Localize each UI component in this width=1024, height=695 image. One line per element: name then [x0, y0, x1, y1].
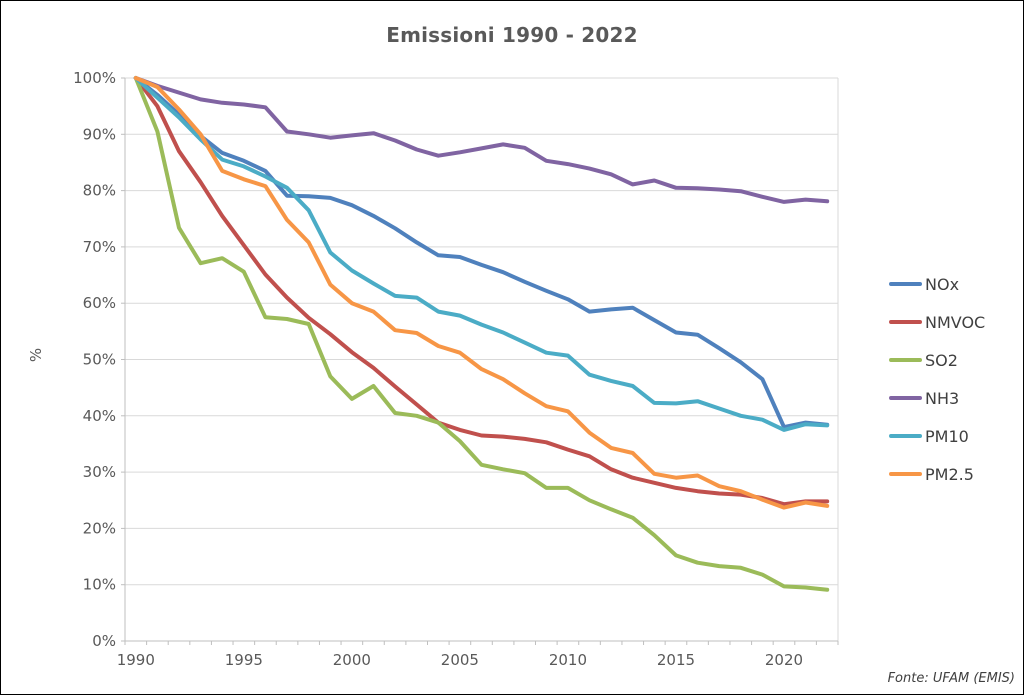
- x-tick-label: 2000: [333, 651, 371, 669]
- x-tick-label: 1995: [225, 651, 263, 669]
- x-tick-label: 2015: [657, 651, 695, 669]
- y-tick-label: 100%: [73, 69, 116, 87]
- y-tick-label: 90%: [83, 125, 116, 143]
- series-line-nh3: [133, 76, 830, 204]
- legend-label: PM2.5: [925, 464, 974, 484]
- legend: NOx NMVOC SO2 NH3 PM10 PM2.5: [889, 269, 985, 497]
- x-tick-label: 2005: [441, 651, 479, 669]
- x-tick-label: 1990: [117, 651, 155, 669]
- series-line-pm10: [133, 76, 830, 432]
- y-axis-title: %: [27, 347, 46, 363]
- y-tick-label: 20%: [83, 519, 116, 537]
- y-tick-label: 0%: [92, 632, 116, 650]
- legend-item-nox: NOx: [889, 269, 985, 299]
- legend-item-nh3: NH3: [889, 383, 985, 413]
- legend-swatch: [889, 282, 922, 286]
- source-note: Fonte: UFAM (EMIS): [887, 671, 1015, 686]
- legend-label: SO2: [925, 350, 958, 370]
- legend-item-so2: SO2: [889, 345, 985, 375]
- y-tick-label: 60%: [83, 294, 116, 312]
- chart-title: Emissioni 1990 - 2022: [386, 23, 638, 47]
- x-tick-label: 2010: [549, 651, 587, 669]
- y-tick-label: 40%: [83, 407, 116, 425]
- series-line-nmvoc: [133, 76, 830, 507]
- legend-swatch: [889, 434, 922, 438]
- y-tick-label: 50%: [83, 351, 116, 369]
- legend-label: NOx: [925, 274, 960, 294]
- y-tick-label: 30%: [83, 463, 116, 481]
- series-line-pm25: [133, 76, 830, 510]
- y-tick-label: 80%: [83, 182, 116, 200]
- legend-swatch: [889, 320, 922, 324]
- legend-label: NH3: [925, 388, 960, 408]
- legend-swatch: [889, 358, 922, 362]
- legend-item-pm25: PM2.5: [889, 459, 985, 489]
- y-tick-label: 10%: [83, 576, 116, 594]
- legend-item-nmvoc: NMVOC: [889, 307, 985, 337]
- legend-swatch: [889, 472, 922, 476]
- legend-label: PM10: [925, 426, 969, 446]
- y-tick-label: 70%: [83, 238, 116, 256]
- x-tick-label: 2020: [765, 651, 803, 669]
- legend-label: NMVOC: [925, 312, 986, 332]
- series-line-nox: [133, 76, 830, 430]
- legend-item-pm10: PM10: [889, 421, 985, 451]
- series-line-so2: [133, 76, 830, 592]
- legend-swatch: [889, 396, 922, 400]
